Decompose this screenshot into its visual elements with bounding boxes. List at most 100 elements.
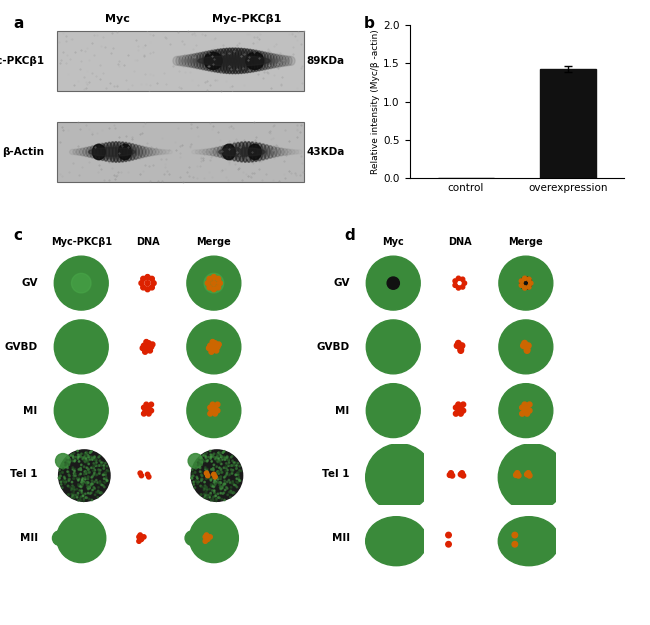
Text: 43KDa: 43KDa xyxy=(307,147,345,157)
Circle shape xyxy=(235,485,237,486)
Circle shape xyxy=(201,494,202,496)
Circle shape xyxy=(73,478,74,479)
Circle shape xyxy=(78,469,79,470)
Circle shape xyxy=(213,496,214,498)
Circle shape xyxy=(530,282,532,284)
Ellipse shape xyxy=(116,142,122,162)
Circle shape xyxy=(460,343,465,348)
Ellipse shape xyxy=(253,142,259,161)
Circle shape xyxy=(207,475,209,476)
Circle shape xyxy=(461,472,463,474)
Circle shape xyxy=(86,452,88,453)
Circle shape xyxy=(209,349,214,354)
Ellipse shape xyxy=(136,146,142,159)
Text: MI: MI xyxy=(23,406,38,416)
Ellipse shape xyxy=(204,52,222,69)
Circle shape xyxy=(74,489,75,491)
Circle shape xyxy=(208,405,213,410)
Circle shape xyxy=(83,460,85,461)
Circle shape xyxy=(81,464,82,466)
Circle shape xyxy=(96,474,98,475)
Circle shape xyxy=(88,472,89,473)
Circle shape xyxy=(98,465,99,466)
Circle shape xyxy=(202,475,203,476)
Ellipse shape xyxy=(287,56,295,66)
Circle shape xyxy=(210,494,211,496)
Circle shape xyxy=(526,285,531,289)
Circle shape xyxy=(85,471,86,472)
Circle shape xyxy=(229,496,231,498)
Circle shape xyxy=(91,451,92,452)
Circle shape xyxy=(208,278,211,280)
Ellipse shape xyxy=(274,148,281,157)
Circle shape xyxy=(237,482,239,483)
Circle shape xyxy=(62,471,63,472)
Circle shape xyxy=(220,487,221,488)
Circle shape xyxy=(211,287,216,292)
Circle shape xyxy=(453,279,458,283)
Circle shape xyxy=(72,485,73,486)
Ellipse shape xyxy=(227,144,234,160)
Circle shape xyxy=(77,497,78,498)
Ellipse shape xyxy=(272,54,280,68)
Circle shape xyxy=(231,456,232,458)
Circle shape xyxy=(211,341,214,343)
Circle shape xyxy=(71,493,73,495)
Circle shape xyxy=(79,461,80,462)
Circle shape xyxy=(213,405,217,410)
Circle shape xyxy=(224,483,225,484)
Circle shape xyxy=(211,469,212,470)
Circle shape xyxy=(81,486,82,488)
Circle shape xyxy=(207,473,208,474)
Circle shape xyxy=(105,477,107,478)
Circle shape xyxy=(209,412,211,415)
Circle shape xyxy=(519,283,524,288)
Circle shape xyxy=(224,458,225,459)
Circle shape xyxy=(82,493,83,494)
Circle shape xyxy=(205,495,206,496)
Circle shape xyxy=(185,531,200,546)
Circle shape xyxy=(81,480,83,481)
Circle shape xyxy=(209,497,211,498)
Ellipse shape xyxy=(106,142,112,162)
Ellipse shape xyxy=(220,146,227,158)
Ellipse shape xyxy=(188,54,196,68)
Circle shape xyxy=(211,347,216,352)
Circle shape xyxy=(142,349,148,354)
Circle shape xyxy=(201,464,202,466)
Circle shape xyxy=(74,473,75,474)
Circle shape xyxy=(239,480,240,481)
Circle shape xyxy=(83,498,84,499)
Circle shape xyxy=(59,469,60,471)
Circle shape xyxy=(60,475,61,477)
Circle shape xyxy=(206,470,208,472)
Ellipse shape xyxy=(239,142,245,162)
Circle shape xyxy=(82,458,83,460)
Circle shape xyxy=(210,339,215,344)
Circle shape xyxy=(462,278,463,281)
Circle shape xyxy=(231,471,233,472)
Circle shape xyxy=(205,534,207,536)
Circle shape xyxy=(232,492,233,494)
Circle shape xyxy=(72,460,73,462)
Circle shape xyxy=(205,467,206,468)
Circle shape xyxy=(200,486,202,487)
Circle shape xyxy=(187,320,240,374)
Text: β-Actin: β-Actin xyxy=(2,147,44,157)
Circle shape xyxy=(205,491,207,492)
Circle shape xyxy=(211,478,213,479)
Circle shape xyxy=(77,494,79,496)
Circle shape xyxy=(55,384,108,438)
Circle shape xyxy=(211,409,214,412)
Circle shape xyxy=(224,457,226,458)
Ellipse shape xyxy=(194,53,202,69)
Circle shape xyxy=(72,456,74,458)
Circle shape xyxy=(220,469,222,471)
Circle shape xyxy=(141,276,146,281)
Ellipse shape xyxy=(264,52,272,69)
Text: Tel 1: Tel 1 xyxy=(322,469,350,479)
Circle shape xyxy=(144,351,146,353)
Circle shape xyxy=(93,462,94,464)
Circle shape xyxy=(205,472,207,474)
Circle shape xyxy=(146,341,151,346)
